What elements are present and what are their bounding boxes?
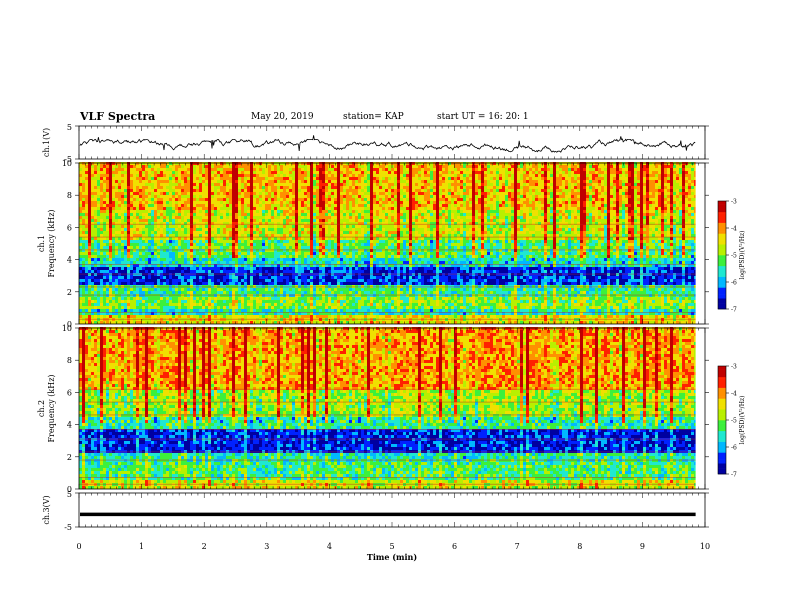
x-tick-label: 8	[577, 542, 582, 551]
y-tick-label: 2	[67, 453, 72, 462]
colorbar-tick: -7	[731, 307, 737, 314]
colorbar-tick: -6	[731, 445, 737, 452]
y-tick-label: 6	[67, 223, 72, 232]
y-axis-label: Frequency (kHz)	[47, 374, 56, 442]
station-label: station= KAP	[343, 112, 404, 122]
x-tick-label: 5	[389, 542, 394, 551]
y-axis-label: ch.1	[37, 235, 46, 252]
colorbar-tick: -5	[731, 418, 737, 425]
x-axis-label: Time (min)	[367, 552, 417, 562]
y-axis-label: Frequency (kHz)	[47, 209, 56, 277]
x-tick-label: 6	[452, 542, 457, 551]
x-tick-label: 3	[264, 542, 269, 551]
y-tick-label: 4	[67, 256, 72, 265]
y-tick-label: 5	[67, 490, 72, 499]
colorbar-label: log(PSD)(V²/Hz)	[739, 396, 746, 445]
panel-frame	[78, 492, 706, 528]
x-tick-label: 1	[139, 542, 144, 551]
y-axis-label: ch.2	[37, 400, 46, 417]
colorbar-tick: -6	[731, 280, 737, 287]
colorbar-tick: -3	[731, 364, 737, 371]
spectrogram-ch2	[79, 327, 696, 489]
y-tick-label: 10	[62, 159, 72, 168]
y-tick-label: 5	[67, 123, 72, 132]
x-tick-label: 7	[515, 542, 520, 551]
y-tick-label: 6	[67, 388, 72, 397]
colorbar-tick: -4	[731, 391, 737, 398]
colorbar-label: log(PSD)(V²/Hz)	[739, 231, 746, 280]
spectrogram-ch1	[79, 162, 696, 324]
x-tick-label: 9	[640, 542, 645, 551]
y-tick-label: 8	[67, 356, 72, 365]
colorbar-tick: -5	[731, 253, 737, 260]
date-label: May 20, 2019	[251, 112, 314, 122]
colorbar-ch2: -3 -4 -5 -6 -7 log(PSD)(V²/Hz)	[717, 364, 746, 479]
y-tick-label: 10	[62, 324, 72, 333]
y-tick-label: 0	[67, 485, 72, 494]
start-ut-label: start UT = 16: 20: 1	[437, 112, 529, 122]
colorbar-ch1: -3 -4 -5 -6 -7 log(PSD)(V²/Hz)	[717, 199, 746, 314]
colorbar-tick: -7	[731, 472, 737, 479]
colorbar-tick: -3	[731, 199, 737, 206]
x-tick-label: 0	[76, 542, 81, 551]
y-axis-label: ch.1(V)	[42, 128, 51, 157]
y-tick-label: 0	[67, 320, 72, 329]
trace-ch1	[79, 135, 696, 153]
chart-title: VLF Spectra	[80, 110, 155, 123]
colorbar-tick: -4	[731, 226, 737, 233]
x-tick-label: 2	[202, 542, 207, 551]
x-tick-label: 10	[700, 542, 710, 551]
y-tick-label: 4	[67, 421, 72, 430]
y-tick-label: 8	[67, 191, 72, 200]
y-tick-label: -5	[64, 155, 72, 164]
y-axis-label: ch.3(V)	[42, 495, 51, 524]
y-tick-label: 2	[67, 288, 72, 297]
x-tick-label: 4	[327, 542, 332, 551]
y-tick-label: -5	[64, 523, 72, 532]
